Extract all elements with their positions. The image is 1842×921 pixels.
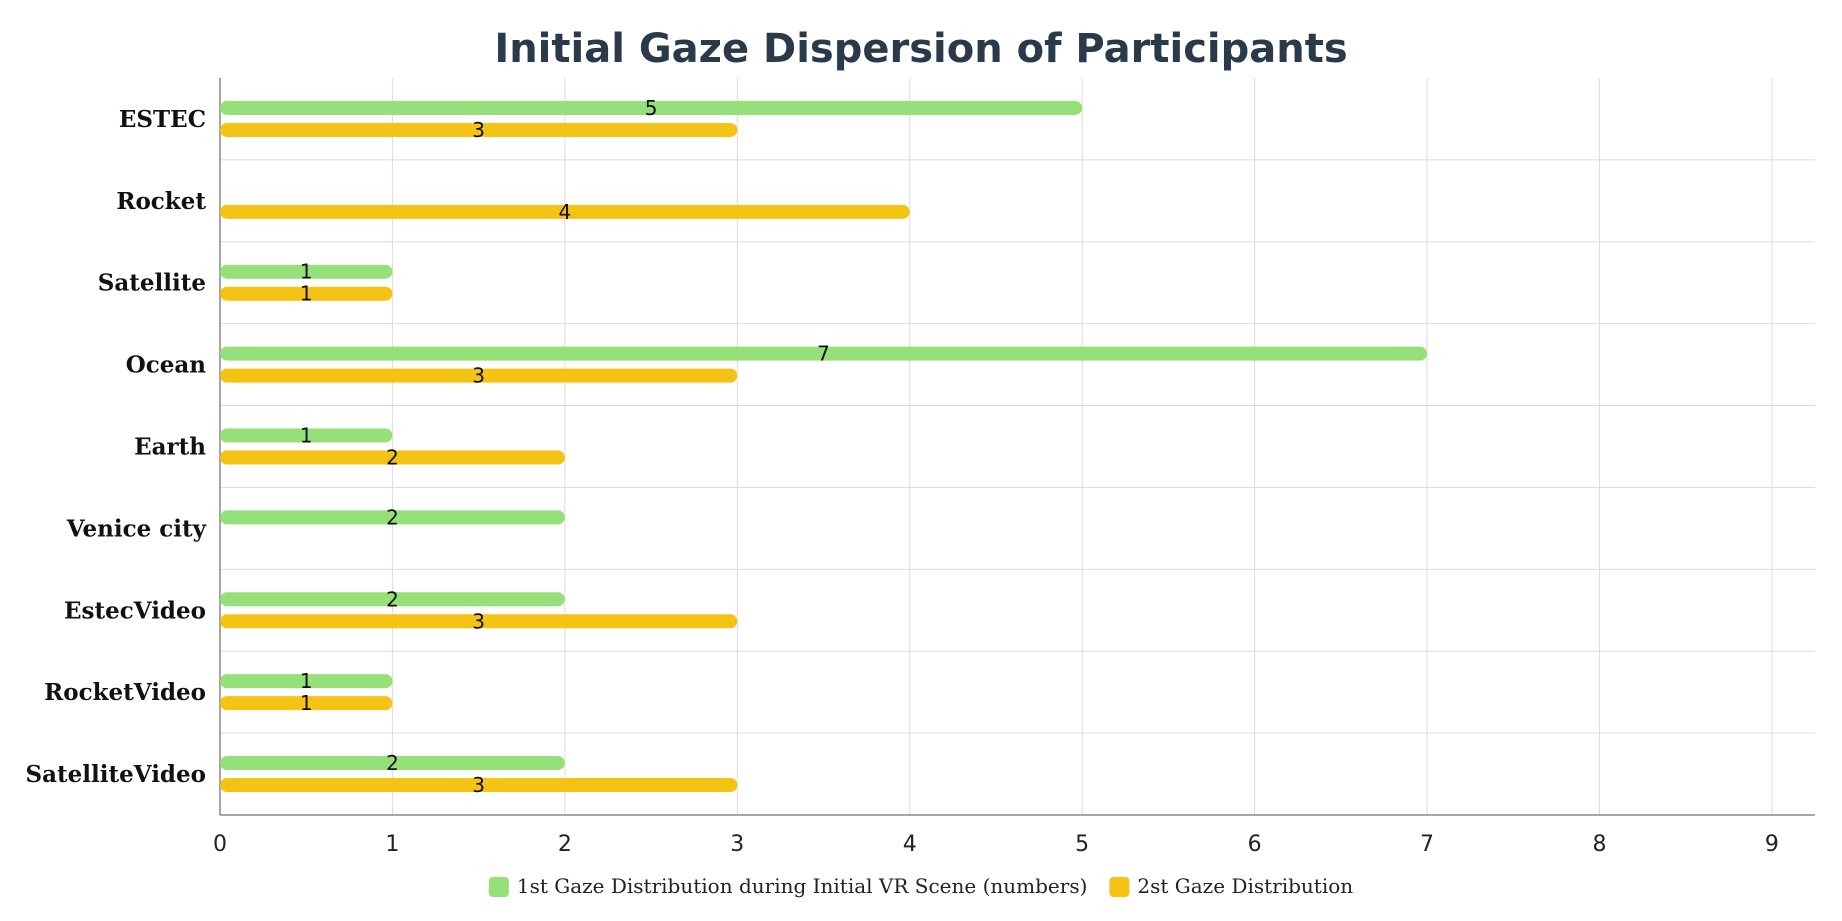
category-label: ESTEC xyxy=(119,106,206,133)
data-label: 3 xyxy=(472,118,485,142)
data-label: 2 xyxy=(386,505,399,529)
chart-title: Initial Gaze Dispersion of Participants xyxy=(494,26,1347,72)
bar-first-gaze xyxy=(220,264,393,279)
data-label: 3 xyxy=(472,364,485,388)
legend-label: 1st Gaze Distribution during Initial VR … xyxy=(517,874,1088,898)
bar-first-gaze xyxy=(220,510,565,525)
data-label: 3 xyxy=(472,773,485,797)
category-label: Venice city xyxy=(66,515,207,542)
x-tick-label: 1 xyxy=(385,832,399,857)
bar-second-gaze xyxy=(220,778,738,793)
bar-second-gaze xyxy=(220,286,393,301)
label-layer: 5 1 7 1 2 2 1 2 3 4 1 3 2 3 1 3 xyxy=(300,96,830,797)
category-label: Rocket xyxy=(116,188,206,215)
bar-second-gaze xyxy=(220,614,738,629)
category-label: RocketVideo xyxy=(44,679,206,706)
category-label: Earth xyxy=(134,434,206,461)
data-label: 3 xyxy=(472,609,485,633)
x-tick-label: 9 xyxy=(1765,832,1779,857)
data-label: 5 xyxy=(645,96,658,120)
legend-swatch xyxy=(1109,877,1130,897)
legend-label: 2st Gaze Distribution xyxy=(1137,874,1353,898)
bar-second-gaze xyxy=(220,204,910,219)
data-label: 1 xyxy=(300,691,313,715)
data-label: 2 xyxy=(386,446,399,470)
x-tick-label: 0 xyxy=(213,832,227,857)
bar-second-gaze xyxy=(220,696,393,711)
grid-layer xyxy=(220,78,1815,815)
category-label: Satellite xyxy=(98,270,206,297)
data-label: 1 xyxy=(300,669,313,693)
bar-second-gaze xyxy=(220,450,565,465)
bar-layer xyxy=(220,100,1428,793)
legend-item: 2st Gaze Distribution xyxy=(1109,874,1353,898)
legend: 1st Gaze Distribution during Initial VR … xyxy=(488,874,1353,898)
bar-first-gaze xyxy=(220,674,393,689)
legend-item: 1st Gaze Distribution during Initial VR … xyxy=(488,874,1088,898)
axis-layer: 0 1 2 3 4 5 6 7 8 9 ESTEC Rocket Satellite Ocean Earth… xyxy=(26,78,1815,857)
category-label: Ocean xyxy=(126,352,207,379)
data-label: 4 xyxy=(558,200,571,224)
data-label: 1 xyxy=(300,260,313,284)
x-tick-label: 8 xyxy=(1592,832,1606,857)
bar-first-gaze xyxy=(220,428,393,443)
data-label: 1 xyxy=(300,424,313,448)
data-label: 2 xyxy=(386,587,399,611)
bar-second-gaze xyxy=(220,368,738,383)
bar-first-gaze xyxy=(220,592,565,607)
data-label: 1 xyxy=(300,282,313,306)
x-tick-label: 5 xyxy=(1075,832,1089,857)
category-label: EstecVideo xyxy=(64,597,206,624)
bar-first-gaze xyxy=(220,346,1428,361)
data-label: 7 xyxy=(817,342,830,366)
category-label: SatelliteVideo xyxy=(26,761,206,788)
data-label: 2 xyxy=(386,751,399,775)
legend-swatch xyxy=(488,877,509,897)
bar-second-gaze xyxy=(220,122,738,137)
x-tick-label: 7 xyxy=(1420,832,1434,857)
x-tick-label: 3 xyxy=(730,832,744,857)
bar-first-gaze xyxy=(220,100,1083,115)
x-tick-label: 2 xyxy=(558,832,572,857)
x-tick-label: 4 xyxy=(903,832,917,857)
bar-first-gaze xyxy=(220,756,565,771)
x-tick-label: 6 xyxy=(1248,832,1262,857)
